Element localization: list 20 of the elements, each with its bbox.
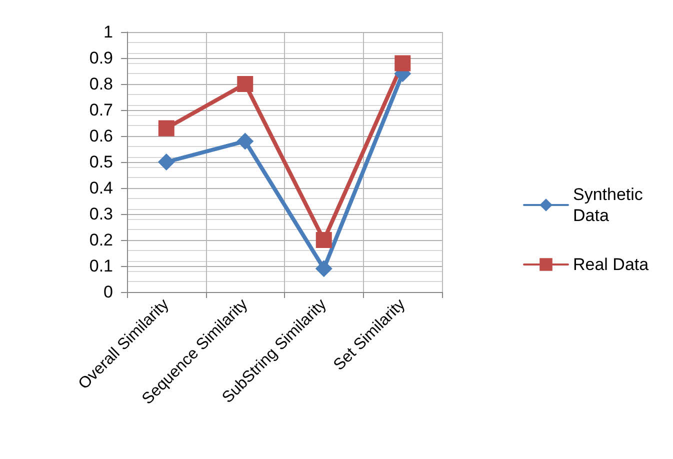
y-tick-label: 1: [104, 22, 113, 42]
point: [394, 55, 411, 72]
y-tick-label: 0.8: [89, 74, 113, 94]
point: [316, 232, 332, 248]
point: [158, 120, 174, 136]
point: [237, 76, 254, 92]
legend-label: Real Data: [573, 255, 650, 274]
point: [315, 260, 332, 278]
y-tick-label: 0: [104, 282, 113, 302]
y-tick-label: 0.5: [89, 152, 113, 172]
y-tick-label: 0.7: [89, 100, 113, 120]
y-tick-label: 0.6: [89, 126, 113, 146]
point: [236, 132, 254, 150]
y-tick-label: 0.2: [89, 230, 113, 250]
y-tick-label: 0.4: [89, 178, 113, 198]
legend-label: Synthetic Data: [573, 185, 648, 225]
y-tick-label: 0.3: [89, 204, 113, 224]
y-tick-label: 0.1: [89, 256, 113, 276]
y-tick-label: 0.9: [89, 48, 113, 68]
point: [158, 154, 175, 170]
